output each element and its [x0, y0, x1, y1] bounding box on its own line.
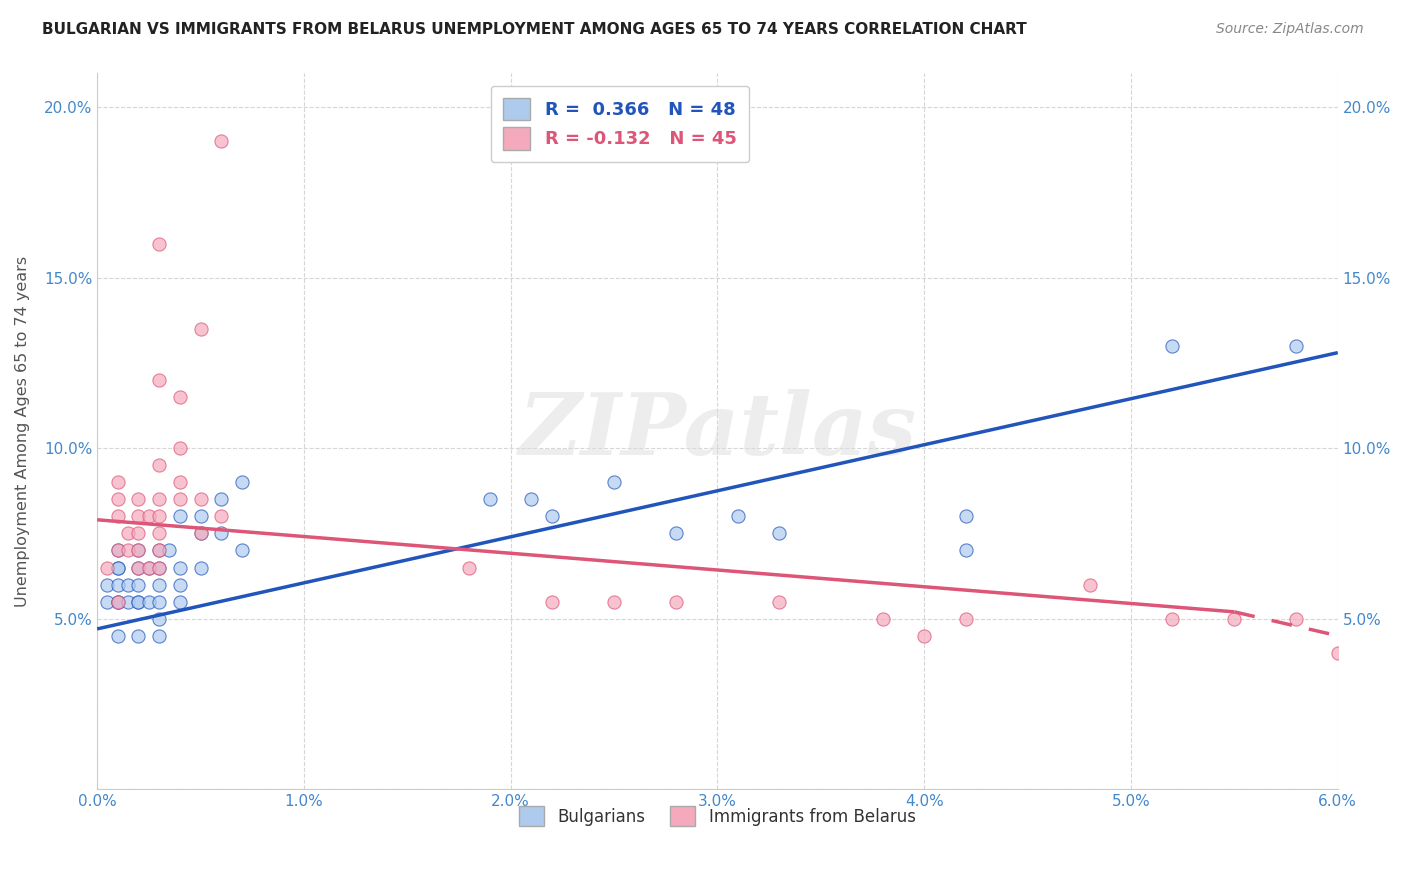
Point — [955, 543, 977, 558]
Point — [169, 577, 191, 591]
Point — [148, 577, 170, 591]
Point — [127, 543, 149, 558]
Point — [541, 594, 564, 608]
Point — [209, 526, 232, 541]
Point — [127, 560, 149, 574]
Point — [768, 526, 790, 541]
Point — [107, 560, 129, 574]
Point — [148, 236, 170, 251]
Point — [479, 492, 502, 507]
Point — [169, 390, 191, 404]
Point — [1285, 339, 1308, 353]
Point — [148, 594, 170, 608]
Point — [209, 509, 232, 524]
Point — [107, 594, 129, 608]
Point — [127, 509, 149, 524]
Point — [209, 134, 232, 148]
Point — [603, 475, 626, 490]
Point — [107, 543, 129, 558]
Point — [231, 475, 253, 490]
Point — [1161, 612, 1184, 626]
Point — [138, 594, 160, 608]
Point — [190, 509, 212, 524]
Point — [1078, 577, 1101, 591]
Point — [138, 560, 160, 574]
Point — [169, 441, 191, 455]
Text: BULGARIAN VS IMMIGRANTS FROM BELARUS UNEMPLOYMENT AMONG AGES 65 TO 74 YEARS CORR: BULGARIAN VS IMMIGRANTS FROM BELARUS UNE… — [42, 22, 1026, 37]
Point — [107, 509, 129, 524]
Point — [955, 612, 977, 626]
Point — [148, 612, 170, 626]
Point — [127, 594, 149, 608]
Point — [127, 594, 149, 608]
Point — [955, 509, 977, 524]
Point — [107, 577, 129, 591]
Point — [1326, 646, 1348, 660]
Point — [159, 543, 181, 558]
Point — [127, 577, 149, 591]
Point — [127, 543, 149, 558]
Point — [127, 492, 149, 507]
Point — [603, 594, 626, 608]
Point — [107, 594, 129, 608]
Point — [190, 526, 212, 541]
Point — [138, 560, 160, 574]
Point — [107, 560, 129, 574]
Point — [117, 577, 139, 591]
Point — [169, 560, 191, 574]
Point — [169, 594, 191, 608]
Text: Source: ZipAtlas.com: Source: ZipAtlas.com — [1216, 22, 1364, 37]
Point — [727, 509, 749, 524]
Point — [1161, 339, 1184, 353]
Point — [127, 560, 149, 574]
Point — [107, 594, 129, 608]
Legend: Bulgarians, Immigrants from Belarus: Bulgarians, Immigrants from Belarus — [510, 797, 924, 835]
Point — [127, 526, 149, 541]
Point — [190, 322, 212, 336]
Point — [107, 475, 129, 490]
Point — [96, 560, 118, 574]
Point — [96, 577, 118, 591]
Point — [148, 543, 170, 558]
Point — [107, 543, 129, 558]
Point — [872, 612, 894, 626]
Point — [148, 458, 170, 473]
Point — [768, 594, 790, 608]
Point — [190, 526, 212, 541]
Point — [169, 509, 191, 524]
Point — [912, 629, 935, 643]
Point — [520, 492, 543, 507]
Point — [148, 373, 170, 387]
Point — [148, 629, 170, 643]
Point — [209, 492, 232, 507]
Point — [458, 560, 481, 574]
Point — [148, 560, 170, 574]
Point — [117, 543, 139, 558]
Point — [148, 526, 170, 541]
Point — [665, 526, 688, 541]
Point — [1285, 612, 1308, 626]
Point — [169, 492, 191, 507]
Point — [138, 509, 160, 524]
Point — [190, 492, 212, 507]
Point — [148, 509, 170, 524]
Point — [231, 543, 253, 558]
Point — [117, 594, 139, 608]
Point — [127, 629, 149, 643]
Point — [107, 492, 129, 507]
Point — [148, 560, 170, 574]
Point — [169, 475, 191, 490]
Point — [665, 594, 688, 608]
Point — [117, 526, 139, 541]
Point — [148, 543, 170, 558]
Point — [96, 594, 118, 608]
Point — [148, 492, 170, 507]
Text: ZIPatlas: ZIPatlas — [519, 389, 917, 473]
Point — [541, 509, 564, 524]
Y-axis label: Unemployment Among Ages 65 to 74 years: Unemployment Among Ages 65 to 74 years — [15, 255, 30, 607]
Point — [107, 629, 129, 643]
Point — [190, 560, 212, 574]
Point — [1223, 612, 1246, 626]
